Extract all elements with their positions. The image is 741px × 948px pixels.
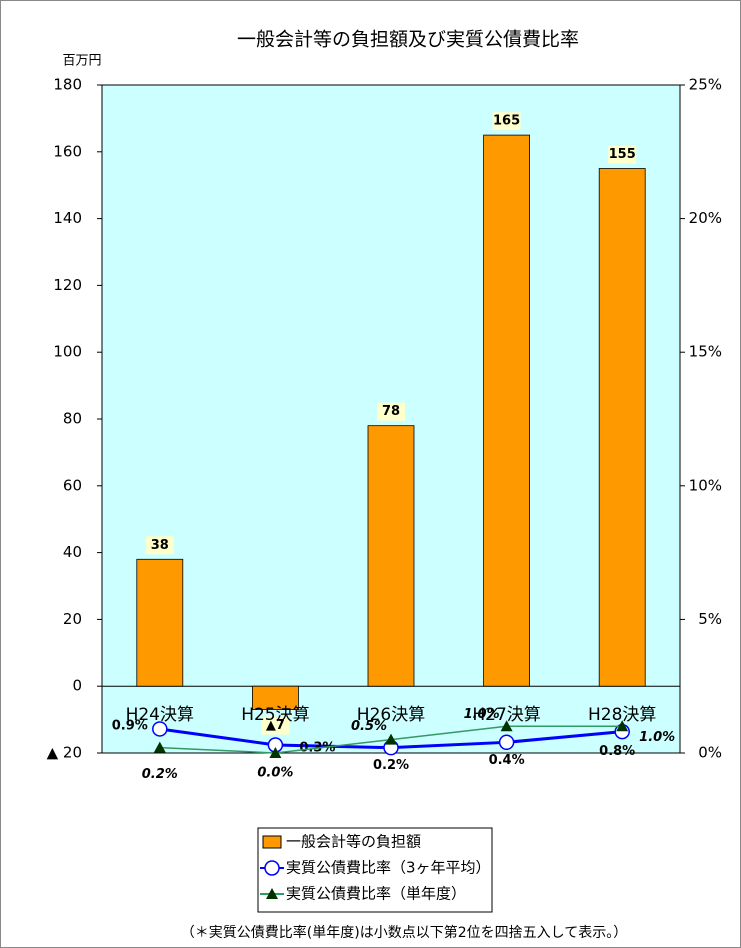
marker xyxy=(153,741,166,753)
x-tick-label: H27決算 xyxy=(472,705,540,725)
value-label: 165 xyxy=(493,114,520,129)
y2-tick-label: 25% xyxy=(689,76,722,94)
y2-tick-label: 5% xyxy=(698,610,722,628)
legend-marker xyxy=(264,860,280,876)
marker xyxy=(616,720,629,732)
value-label-bg xyxy=(608,145,637,164)
y2-tick-label: 0% xyxy=(698,744,722,762)
y-tick-label: 60 xyxy=(63,476,82,494)
legend xyxy=(257,827,493,913)
value-label-bg xyxy=(377,402,405,421)
x-tick-label: H26決算 xyxy=(357,705,425,725)
bar xyxy=(251,685,299,710)
y-tick-label: 180 xyxy=(53,76,82,94)
legend-marker xyxy=(266,888,278,899)
x-tick-label: H24決算 xyxy=(126,705,194,725)
legend-label: 実質公債費比率（3ヶ年平均） xyxy=(286,859,491,877)
legend-label: 一般会計等の負担額 xyxy=(286,833,421,851)
x-tick-label: H25決算 xyxy=(241,705,309,725)
value-label: 38 xyxy=(151,538,169,553)
y-tick-label: 100 xyxy=(53,343,82,361)
value-label: ▲7 xyxy=(266,718,285,733)
marker xyxy=(385,733,397,745)
y-unit: 百万円 xyxy=(62,54,101,69)
value-label-bg xyxy=(145,536,174,555)
value-label: 155 xyxy=(609,147,636,162)
value-label: 0.8% xyxy=(599,744,635,759)
y-tick-label: 20 xyxy=(63,610,82,628)
value-label: 0.2% xyxy=(142,767,178,782)
marker xyxy=(152,721,168,737)
marker xyxy=(498,734,515,751)
y-tick-label: 160 xyxy=(53,142,82,160)
marker xyxy=(269,747,282,758)
value-label-bg xyxy=(492,112,521,131)
value-label: 0.2% xyxy=(373,758,409,773)
legend-label: 実質公債費比率（単年度） xyxy=(286,885,466,903)
footnote: （＊実質公債費比率(単年度)は小数点以下第2位を四捨五入して表示。） xyxy=(181,924,627,941)
y-tick-label: ▲ 20 xyxy=(47,744,82,762)
value-label: 1.0% xyxy=(464,707,500,722)
y-tick-label: 120 xyxy=(53,276,82,294)
y-tick-label: 0 xyxy=(72,677,82,695)
y2-tick-label: 20% xyxy=(689,209,722,227)
bar xyxy=(136,558,184,687)
y-tick-label: 140 xyxy=(53,209,82,227)
chart-title: 一般会計等の負担額及び実質公債費比率 xyxy=(237,29,579,51)
value-label-bg xyxy=(261,716,290,735)
value-label: 1.0% xyxy=(639,730,675,745)
value-label: 0.5% xyxy=(351,719,387,734)
value-label: 78 xyxy=(382,404,400,419)
y-tick-label: 40 xyxy=(63,543,82,561)
y2-tick-label: 10% xyxy=(689,476,722,494)
bar xyxy=(598,168,646,687)
marker xyxy=(500,720,513,732)
value-label: 0.9% xyxy=(112,718,148,733)
bar xyxy=(367,425,415,687)
bar xyxy=(483,134,531,687)
value-label: 0.4% xyxy=(489,753,525,768)
y-tick-label: 80 xyxy=(63,410,82,428)
y2-tick-label: 15% xyxy=(689,343,722,361)
value-label: 0.0% xyxy=(257,766,293,781)
x-tick-label: H28決算 xyxy=(588,705,656,725)
legend-swatch xyxy=(262,835,282,849)
